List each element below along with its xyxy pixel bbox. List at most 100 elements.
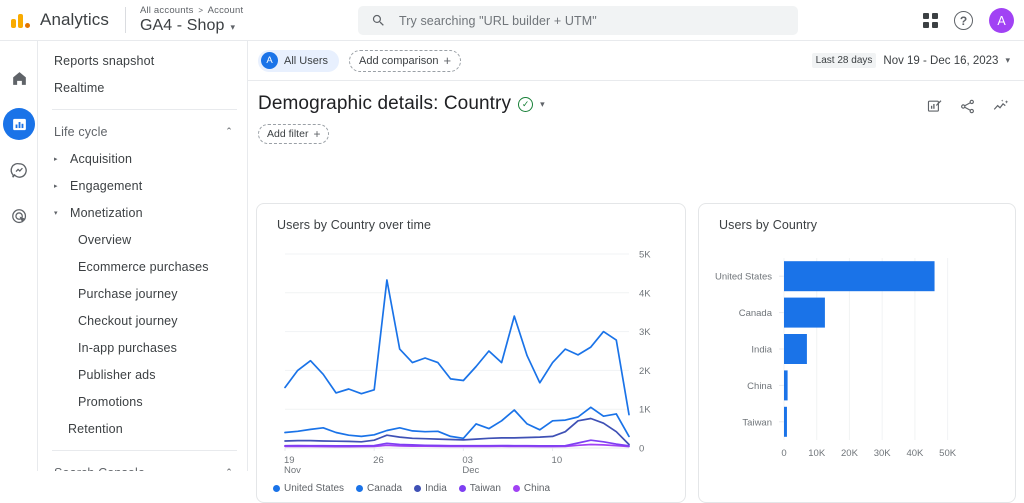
- reports-bar-chart-icon: [12, 118, 26, 130]
- chevron-up-icon: ⌃: [225, 467, 233, 471]
- analytics-logo-icon: [8, 7, 34, 33]
- sidebar-nav: Reports snapshot Realtime Life cycle ⌃ ▸…: [38, 41, 248, 471]
- brand-name: Analytics: [40, 10, 109, 29]
- sidebar-item-realtime[interactable]: Realtime: [54, 80, 105, 95]
- y-axis-tick-label: 3K: [639, 327, 651, 338]
- y-axis-tick-label: 2K: [639, 366, 651, 377]
- bar-category-label: United States: [715, 272, 772, 283]
- sidebar-item-reports-snapshot[interactable]: Reports snapshot: [54, 53, 155, 68]
- triangle-right-icon: ▸: [54, 182, 58, 190]
- top-app-bar: Analytics All accounts > Account GA4 - S…: [0, 0, 1024, 41]
- verified-badge-icon: ✓: [518, 96, 534, 112]
- report-actions: [926, 93, 1010, 120]
- x-axis-tick-label: 19: [284, 455, 295, 466]
- triangle-right-icon: ▸: [54, 155, 58, 163]
- sidebar-group-search-console[interactable]: Search Console ⌃: [38, 459, 247, 472]
- main-content: A All Users Add comparison + Last 28 day…: [248, 41, 1024, 503]
- sidebar-item-promotions[interactable]: Promotions: [78, 394, 143, 409]
- account-selector[interactable]: All accounts > Account GA4 - Shop ▾: [140, 5, 243, 36]
- sidebar-item-engagement[interactable]: ▸ Engagement: [38, 172, 247, 199]
- add-comparison-button[interactable]: Add comparison +: [349, 49, 462, 72]
- add-filter-label: Add filter: [267, 128, 309, 140]
- bar-china[interactable]: [784, 370, 788, 401]
- avatar[interactable]: A: [989, 8, 1014, 33]
- report-header: Demographic details: Country ✓ ▾ Add fil…: [248, 81, 1024, 144]
- legend-item-canada[interactable]: Canada: [356, 483, 402, 494]
- legend-dot-icon: [512, 485, 520, 492]
- card-users-by-country: Users by Country 0 10K 20K 30K 40K 50K United …: [698, 203, 1016, 503]
- sidebar-item-checkout-journey[interactable]: Checkout journey: [78, 313, 178, 328]
- comparison-chip-all-users[interactable]: A All Users: [258, 49, 340, 72]
- insights-icon[interactable]: [992, 97, 1010, 120]
- breadcrumb-separator-icon: >: [198, 5, 204, 15]
- rail-item-advertising[interactable]: [0, 193, 38, 239]
- bar-canada[interactable]: [784, 297, 825, 328]
- date-range-picker[interactable]: Last 28 days Nov 19 - Dec 16, 2023 ▾: [811, 53, 1010, 68]
- legend-label: United States: [284, 483, 345, 494]
- account-breadcrumb: All accounts > Account: [140, 5, 243, 17]
- bar-india[interactable]: [784, 334, 807, 364]
- sidebar-item-in-app-purchases[interactable]: In-app purchases: [78, 340, 177, 355]
- sidebar-item-purchase-journey[interactable]: Purchase journey: [78, 286, 178, 301]
- share-icon[interactable]: [959, 98, 976, 120]
- legend-item-taiwan[interactable]: Taiwan: [458, 483, 501, 494]
- sidebar-item-publisher-ads[interactable]: Publisher ads: [78, 367, 156, 382]
- add-filter-button[interactable]: Add filter +: [258, 124, 330, 144]
- sidebar-group-life-cycle[interactable]: Life cycle ⌃: [38, 118, 247, 145]
- edit-report-icon[interactable]: [926, 98, 943, 120]
- bar-taiwan[interactable]: [784, 406, 787, 437]
- sidebar-group-life-cycle-label: Life cycle: [54, 124, 108, 139]
- sidebar-item-acquisition-label: Acquisition: [70, 151, 133, 166]
- sidebar-item-ecommerce-purchases[interactable]: Ecommerce purchases: [78, 259, 209, 274]
- legend-item-china[interactable]: China: [512, 483, 551, 494]
- help-icon[interactable]: ?: [954, 11, 973, 30]
- title-chevron-down-icon[interactable]: ▾: [540, 98, 545, 109]
- sidebar-item-acquisition[interactable]: ▸ Acquisition: [38, 145, 247, 172]
- sidebar-item-monetization[interactable]: ▾ Monetization: [38, 199, 247, 226]
- line-series-canada[interactable]: [284, 406, 630, 440]
- rail-item-explore[interactable]: [0, 147, 38, 193]
- bar-united-states[interactable]: [784, 261, 935, 292]
- date-range-tag: Last 28 days: [811, 53, 877, 68]
- legend-label: China: [523, 483, 551, 494]
- bar-category-label: Canada: [739, 308, 773, 319]
- grid-apps-icon[interactable]: [923, 13, 938, 28]
- legend-label: Canada: [367, 483, 403, 494]
- line-chart-title: Users by Country over time: [277, 218, 432, 232]
- rail-item-home[interactable]: [0, 55, 38, 101]
- line-series-united-states[interactable]: [284, 279, 630, 416]
- report-toolbar: A All Users Add comparison + Last 28 day…: [248, 41, 1024, 81]
- legend-dot-icon: [356, 485, 364, 492]
- y-axis-tick-label: 4K: [639, 288, 651, 299]
- y-axis-tick-label: 0: [639, 444, 644, 455]
- chevron-down-icon: ▾: [230, 21, 236, 32]
- page-title: Demographic details: Country: [258, 93, 512, 114]
- y-axis-tick-label: 5K: [639, 250, 651, 261]
- bar-chart[interactable]: 0 10K 20K 30K 40K 50K United States Canada India…: [699, 244, 1015, 494]
- line-series-india[interactable]: [284, 417, 630, 446]
- search-icon: [372, 14, 384, 26]
- sidebar-item-retention[interactable]: Retention: [68, 421, 123, 436]
- legend-dot-icon: [458, 485, 466, 492]
- legend-label: Taiwan: [469, 483, 501, 494]
- search-input[interactable]: Try searching "URL builder + UTM": [358, 6, 798, 35]
- rail-item-reports[interactable]: [0, 101, 38, 147]
- x-axis-tick-label: 50K: [939, 448, 957, 459]
- bar-category-label: China: [747, 381, 773, 392]
- legend-label: India: [425, 483, 447, 494]
- y-axis-tick-label: 1K: [639, 405, 651, 416]
- all-users-label: All Users: [284, 54, 329, 67]
- bar-category-label: India: [751, 345, 772, 356]
- line-series-taiwan[interactable]: [284, 439, 630, 447]
- add-comparison-label: Add comparison: [359, 54, 439, 67]
- legend-item-india[interactable]: India: [414, 483, 447, 494]
- triangle-down-icon: ▾: [54, 209, 58, 217]
- all-users-avatar: A: [261, 52, 278, 69]
- legend-item-united-states[interactable]: United States: [273, 483, 344, 494]
- nav-divider: [52, 109, 237, 110]
- sidebar-item-overview[interactable]: Overview: [78, 232, 132, 247]
- x-axis-tick-label: 0: [781, 448, 786, 459]
- plus-icon: +: [313, 127, 321, 141]
- property-name-row[interactable]: GA4 - Shop ▾: [140, 17, 243, 36]
